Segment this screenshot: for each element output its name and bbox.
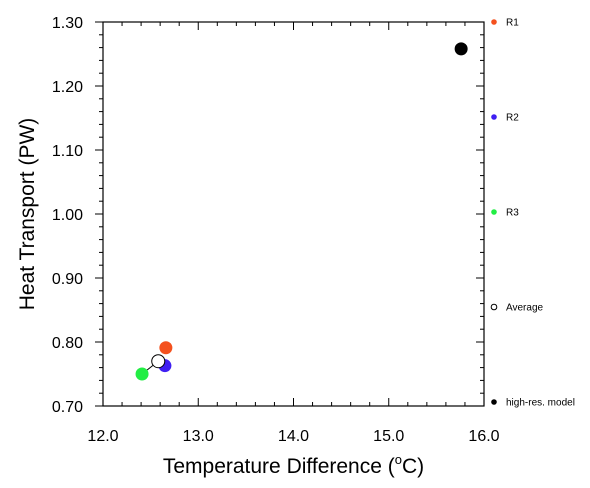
legend-label-r2: R2 [506, 113, 519, 124]
y-tick-label: 0.80 [52, 335, 83, 352]
legend-marker-r2 [491, 114, 497, 120]
legend-marker-high-res-model [491, 399, 497, 405]
legend-label-r3: R3 [506, 208, 519, 219]
y-tick-label: 1.30 [52, 15, 83, 32]
y-tick-label: 1.20 [52, 79, 83, 96]
y-tick-label: 1.10 [52, 143, 83, 160]
data-marks [135, 42, 468, 381]
x-tick-label: 13.0 [183, 428, 214, 445]
point-high-res-model [454, 42, 468, 56]
legend-label-high-res-model: high-res. model [506, 398, 575, 409]
legend-label-average: Average [506, 303, 544, 314]
legend-marker-average [490, 303, 498, 311]
y-axis-title: Heat Transport (PW) [16, 118, 39, 311]
plot-frame [102, 21, 485, 407]
x-tick-label: 15.0 [373, 428, 404, 445]
legend-marker-r3 [491, 209, 497, 215]
x-tick-label: 16.0 [468, 428, 499, 445]
x-tick-label: 14.0 [278, 428, 309, 445]
y-tick-label: 0.90 [52, 271, 83, 288]
axis-ticks [95, 21, 485, 407]
y-tick-label: 1.00 [52, 207, 83, 224]
point-r1 [159, 341, 173, 355]
y-tick-label: 0.70 [52, 399, 83, 416]
legend-label-r1: R1 [506, 18, 519, 29]
point-r3 [135, 367, 149, 381]
legend: R1 R2 R3 Average high-res. model [490, 18, 575, 409]
x-tick-label: 12.0 [87, 428, 118, 445]
point-average [151, 354, 166, 369]
legend-marker-r1 [491, 19, 497, 25]
x-axis-title: Temperature Difference (oC) [163, 452, 424, 478]
axis-tick-labels: 12.0 13.0 14.0 15.0 16.0 0.70 0.80 0.90 1.00 1.10… [52, 15, 500, 445]
